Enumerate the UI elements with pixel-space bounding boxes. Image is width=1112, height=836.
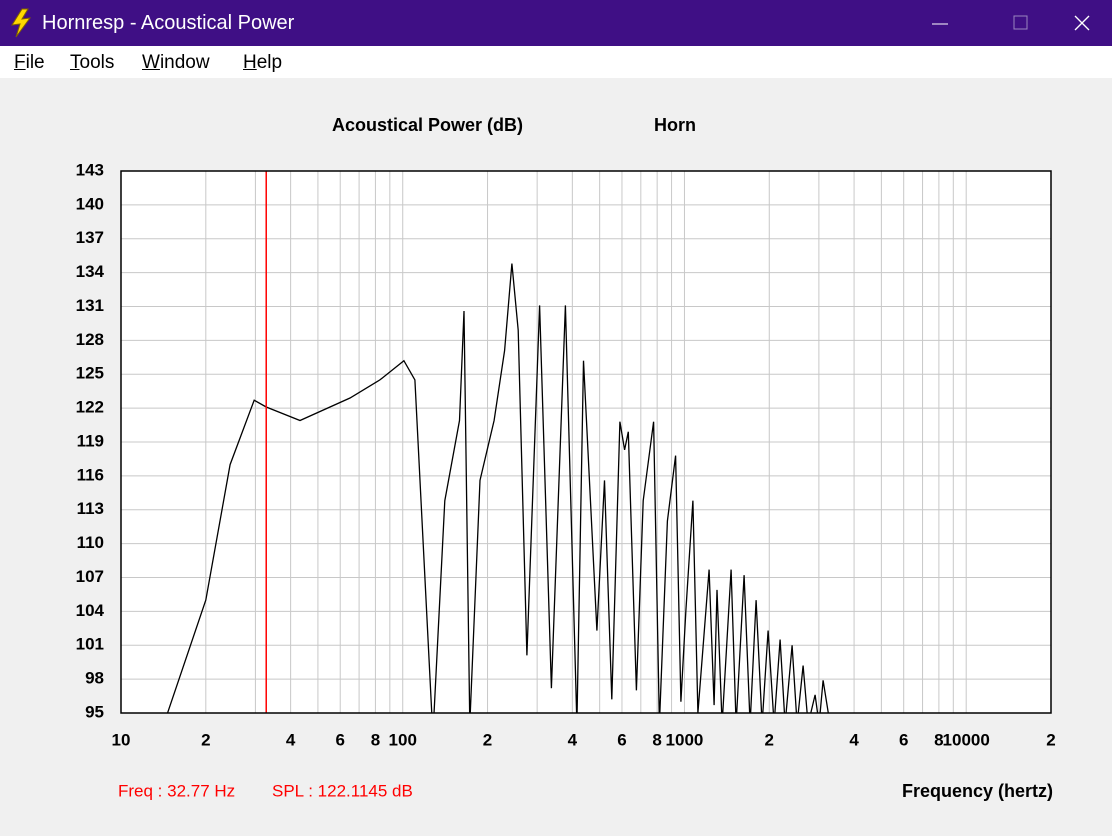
- chart: Acoustical Power (dB) Horn Frequency (he…: [76, 115, 1056, 801]
- chart-title: Acoustical Power (dB): [332, 115, 523, 135]
- y-tick-label: 110: [77, 533, 104, 552]
- menu-bar: File Tools Window Help: [0, 46, 1112, 78]
- x-tick-label: 100: [389, 730, 417, 749]
- x-tick-label: 8: [652, 730, 661, 749]
- y-tick-label: 98: [85, 669, 104, 688]
- window-title: Hornresp - Acoustical Power: [42, 12, 295, 34]
- data-line: [166, 263, 829, 713]
- x-tick-label: 2: [765, 730, 774, 749]
- menu-item[interactable]: Window: [142, 52, 210, 73]
- x-tick-label: 8: [371, 730, 380, 749]
- x-tick-label: 6: [335, 730, 344, 749]
- x-tick-label: 10: [112, 730, 131, 749]
- x-tick-label: 8: [934, 730, 943, 749]
- cursor-spl-label: SPL : 122.1145 dB: [272, 781, 413, 800]
- y-tick-label: 116: [77, 465, 104, 484]
- chart-subtitle: Horn: [654, 115, 696, 135]
- y-tick-label: 131: [76, 296, 104, 315]
- x-tick-label: 10000: [943, 730, 990, 749]
- x-tick-label: 4: [568, 730, 578, 749]
- x-tick-label: 1000: [666, 730, 704, 749]
- y-tick-label: 134: [76, 262, 105, 281]
- menu-item[interactable]: Tools: [70, 52, 115, 73]
- x-axis-label: Frequency (hertz): [902, 781, 1053, 801]
- x-tick-label: 2: [201, 730, 210, 749]
- y-tick-label: 113: [77, 499, 104, 518]
- x-tick-label: 2: [1046, 730, 1055, 749]
- window-controls[interactable]: [912, 0, 1112, 46]
- y-tick-label: 140: [76, 194, 104, 213]
- x-tick-label: 4: [849, 730, 859, 749]
- cursor-freq-label: Freq : 32.77 Hz: [118, 781, 235, 800]
- y-tick-label: 101: [76, 635, 104, 654]
- x-tick-label: 2: [483, 730, 492, 749]
- y-tick-label: 107: [76, 567, 104, 586]
- x-tick-label: 4: [286, 730, 296, 749]
- x-tick-label: 6: [899, 730, 908, 749]
- y-tick-label: 128: [76, 330, 104, 349]
- y-tick-label: 104: [76, 601, 105, 620]
- y-tick-label: 95: [85, 702, 104, 721]
- plot-border: [120, 170, 1052, 714]
- y-tick-label: 137: [76, 228, 104, 247]
- y-tick-label: 125: [76, 364, 104, 383]
- y-tick-label: 122: [76, 398, 104, 417]
- y-tick-label: 143: [76, 160, 104, 179]
- x-tick-label: 6: [617, 730, 626, 749]
- menu-item[interactable]: Help: [243, 52, 283, 73]
- menu-item[interactable]: File: [14, 52, 45, 73]
- title-bar: Hornresp - Acoustical Power: [0, 0, 1112, 46]
- y-tick-label: 119: [77, 431, 104, 450]
- app-icon: [11, 8, 32, 38]
